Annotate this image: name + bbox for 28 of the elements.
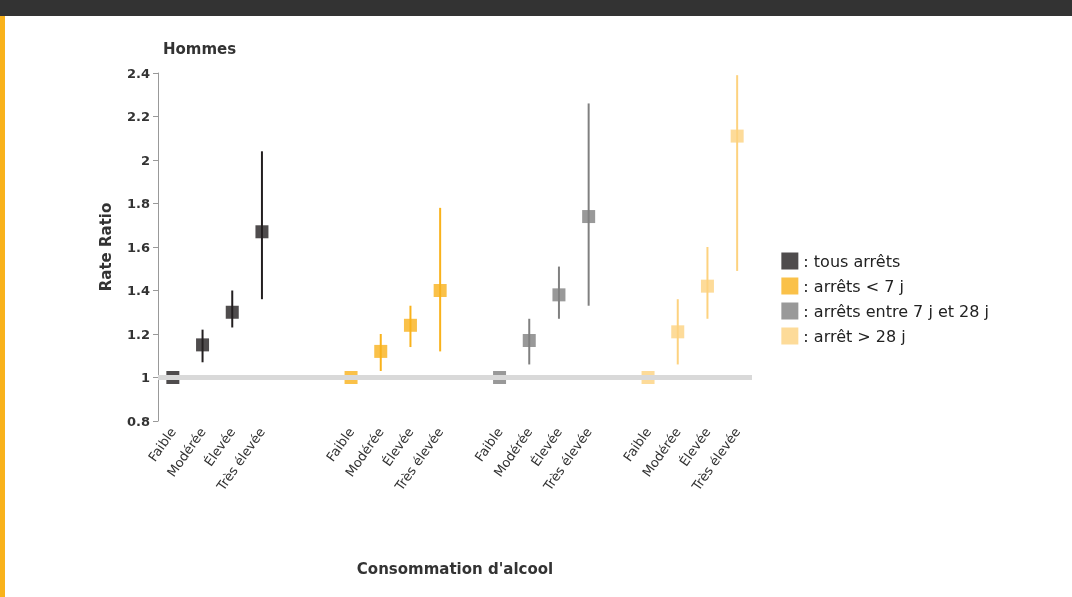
x-axis-title: Consommation d'alcool [356,559,554,578]
point [374,344,388,358]
point [196,338,210,352]
legend-label: : arrêt > 28 j [803,326,906,346]
point [433,284,447,297]
y-tick-label: 0.8 [126,413,150,429]
legend-label: : arrêts entre 7 j et 28 j [803,301,990,321]
point [552,288,566,302]
y-axis-title: Rate Ratio [96,202,115,292]
point [730,129,744,143]
point [403,318,417,332]
point [522,334,536,348]
point [700,279,714,293]
y-tick-label: 1 [140,370,150,385]
y-tick-label: 2.4 [126,65,150,81]
legend-label: : tous arrêts [803,251,901,271]
y-tick-label: 2.2 [126,109,150,124]
y-tick-label: 1.2 [126,326,150,342]
point [671,325,685,339]
point [255,225,269,239]
point [225,305,239,319]
chart-title: Hommes [163,39,237,58]
y-tick-label: 2 [140,152,150,168]
legend-label: : arrêts < 7 j [803,276,904,296]
y-tick-label: 1.8 [126,196,150,211]
y-tick-label: 1.4 [126,283,150,298]
y-tick-label: 1.6 [126,239,150,255]
point [582,210,596,224]
